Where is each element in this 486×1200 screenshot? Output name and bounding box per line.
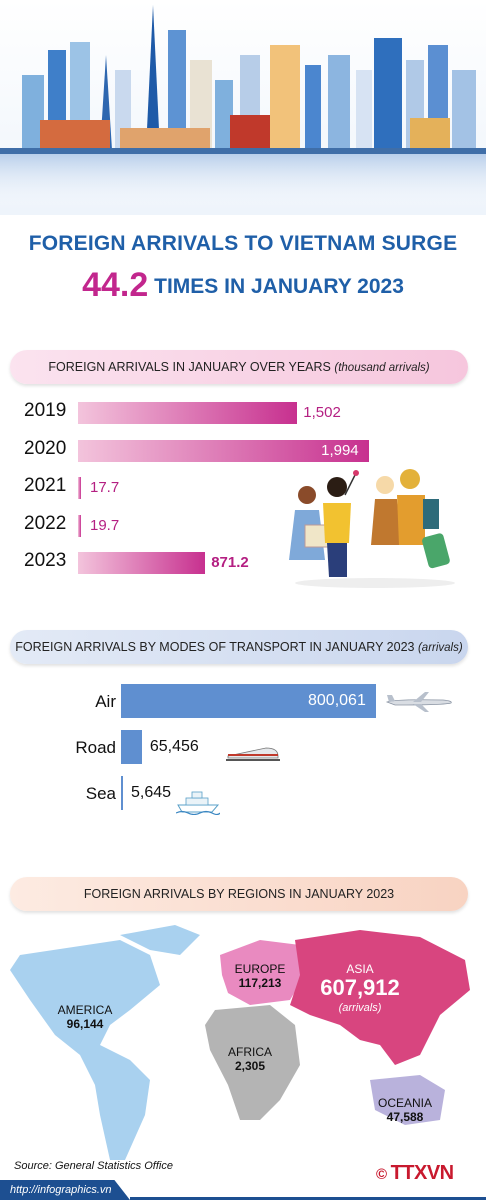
- region-america: AMERICA 96,144: [40, 1003, 130, 1031]
- region-africa-name: AFRICA: [227, 1045, 272, 1059]
- region-america-name: AMERICA: [57, 1003, 113, 1017]
- region-asia-name: ASIA: [346, 962, 374, 976]
- transport-bar-road: [121, 730, 142, 764]
- region-america-value: 96,144: [66, 1017, 104, 1031]
- ttxvn-logo: © TTXVN: [376, 1162, 454, 1185]
- transport-value-road: 65,456: [149, 738, 199, 755]
- year-bar-2019: [78, 402, 298, 424]
- footer-divider: [130, 1197, 486, 1200]
- year-label-2022: 2022: [24, 512, 67, 534]
- cruise-ship-icon: [176, 791, 220, 815]
- year-value-2019: 1,502: [303, 404, 341, 421]
- map-region-asia: [290, 930, 470, 1065]
- region-europe-name: EUROPE: [234, 962, 286, 976]
- transport-bar-air: [121, 684, 376, 718]
- years-section-title: FOREIGN ARRIVALS IN JANUARY OVER YEARS: [48, 360, 331, 374]
- regions-section-title: FOREIGN ARRIVALS BY REGIONS IN JANUARY 2…: [83, 887, 395, 901]
- region-oceania-value: 47,588: [386, 1110, 424, 1124]
- region-asia: ASIA 607,912 (arrivals): [300, 962, 420, 1015]
- map-region-america: [10, 940, 160, 1160]
- subheadline: 44.2 TIMES IN JANUARY 2023: [0, 266, 486, 305]
- logo-text: TTXVN: [390, 1162, 455, 1184]
- city-skyline-illustration: [0, 0, 486, 215]
- years-section-unit: (thousand arrivals): [334, 362, 430, 374]
- transport-label-sea: Sea: [85, 784, 116, 803]
- region-africa-value: 2,305: [234, 1059, 266, 1073]
- year-bar-2021: [78, 477, 81, 499]
- headline-multiplier: 44.2: [82, 266, 149, 304]
- year-value-2022: 19.7: [90, 516, 120, 534]
- region-africa: AFRICA 2,305: [215, 1045, 285, 1073]
- region-europe-value: 117,213: [238, 976, 282, 990]
- world-map: [10, 925, 470, 1160]
- source-note: Source: General Statistics Office: [14, 1160, 173, 1172]
- region-oceania-name: OCEANIA: [377, 1096, 432, 1110]
- year-label-2020: 2020: [24, 437, 67, 459]
- year-value-2023: 871.2: [211, 554, 249, 571]
- transport-label-air: Air: [95, 692, 116, 711]
- transport-bar-sea: [121, 776, 123, 810]
- tourists-illustration: [289, 469, 455, 588]
- transport-label-road: Road: [75, 738, 116, 757]
- transport-section-unit: (arrivals): [417, 642, 463, 654]
- year-bar-2022: [78, 514, 81, 537]
- region-europe: EUROPE 117,213: [225, 962, 295, 990]
- year-value-2020: 1,994: [321, 441, 359, 459]
- airplane-icon: [385, 692, 452, 712]
- map-region-europe: [220, 940, 305, 1005]
- footer-url[interactable]: http://infographics.vn: [0, 1180, 130, 1200]
- region-asia-value: 607,912: [320, 975, 400, 1000]
- year-label-2019: 2019: [24, 400, 67, 421]
- region-asia-note: (arrivals): [338, 1002, 382, 1014]
- region-oceania: OCEANIA 47,588: [365, 1096, 445, 1124]
- map-region-oceania: [370, 1075, 445, 1125]
- year-bar-2020: [78, 439, 370, 462]
- year-bar-2023: [78, 552, 206, 574]
- year-value-2021: 17.7: [90, 479, 120, 496]
- transport-section-header: FOREIGN ARRIVALS BY MODES OF TRANSPORT I…: [10, 630, 468, 664]
- year-label-2021: 2021: [24, 475, 67, 496]
- year-label-2023: 2023: [24, 550, 67, 571]
- copyright-symbol: ©: [376, 1166, 387, 1183]
- headline-rest: TIMES IN JANUARY 2023: [154, 275, 404, 298]
- transport-section-title: FOREIGN ARRIVALS BY MODES OF TRANSPORT I…: [15, 640, 415, 654]
- years-section-header: FOREIGN ARRIVALS IN JANUARY OVER YEARS (…: [10, 350, 468, 384]
- transport-value-air: 800,061: [308, 692, 366, 709]
- regions-section-header: FOREIGN ARRIVALS BY REGIONS IN JANUARY 2…: [10, 877, 468, 911]
- headline: FOREIGN ARRIVALS TO VIETNAM SURGE: [28, 232, 458, 255]
- transport-value-sea: 5,645: [131, 784, 172, 801]
- map-region-africa: [205, 1005, 300, 1120]
- train-icon: [226, 747, 280, 761]
